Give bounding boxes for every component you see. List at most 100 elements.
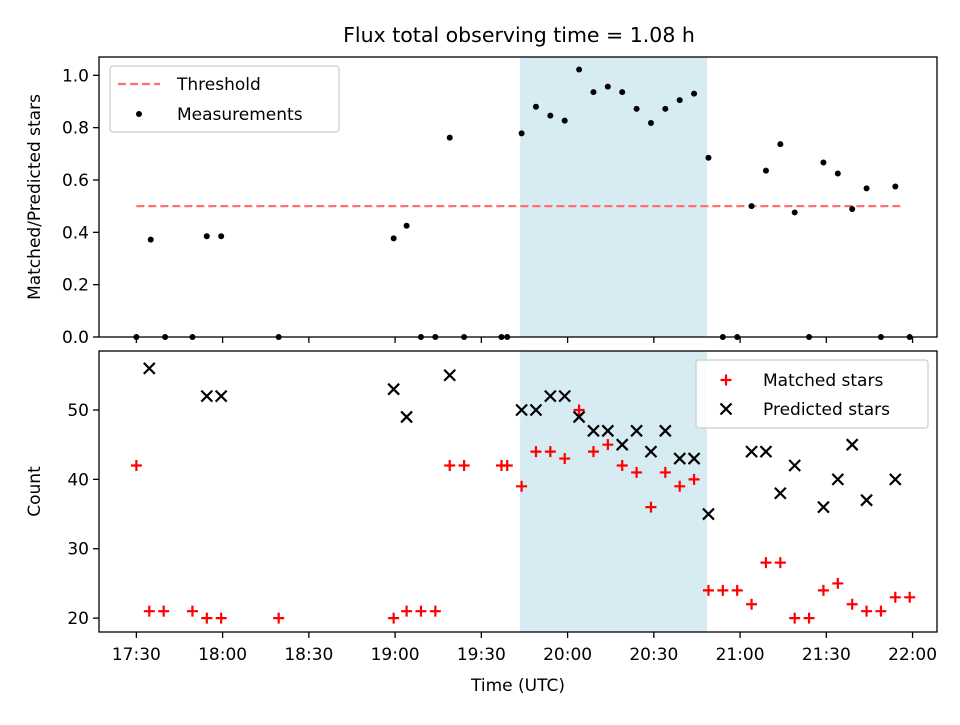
x-tick-label: 22:00	[888, 645, 937, 665]
legend-predicted-label: Predicted stars	[763, 400, 890, 420]
predicted-star-point	[443, 369, 457, 382]
matched-star-point	[889, 591, 901, 603]
matched-star-point	[789, 612, 801, 624]
measurement-point	[863, 185, 870, 192]
top-legend: Threshold Measurements	[109, 65, 340, 133]
predicted-star-point	[759, 445, 773, 458]
measurement-point	[762, 167, 769, 174]
matched-star-point	[774, 557, 786, 569]
measurement-point	[777, 141, 784, 148]
measurement-point	[647, 119, 654, 126]
measurement-point	[532, 103, 539, 110]
measurement-point	[820, 159, 827, 166]
predicted-star-point	[529, 403, 543, 417]
matched-star-point	[832, 577, 844, 589]
matched-star-point	[587, 446, 599, 458]
matched-star-point	[130, 459, 142, 471]
measurement-point	[676, 97, 683, 104]
matched-star-point	[746, 598, 758, 610]
legend-threshold-label: Threshold	[176, 75, 261, 95]
matched-star-point	[143, 605, 155, 617]
predicted-star-point	[687, 452, 701, 465]
matched-star-point	[516, 480, 528, 492]
matched-star-point	[215, 612, 227, 624]
predicted-star-point	[143, 362, 156, 375]
predicted-star-point	[702, 507, 715, 521]
x-tick-label: 19:00	[371, 645, 420, 665]
measurement-point	[691, 90, 698, 97]
top-y-tick-label: 1.0	[62, 66, 89, 86]
legend-measurements-swatch	[136, 111, 142, 117]
x-tick-label: 20:30	[629, 645, 678, 665]
measurement-point	[403, 222, 410, 229]
x-tick-label: 20:00	[543, 645, 592, 665]
bottom-y-tick-label: 40	[67, 470, 89, 490]
matched-star-point	[875, 605, 887, 617]
top-legend-box	[109, 65, 340, 133]
matched-star-point	[674, 480, 686, 492]
matched-star-point	[415, 605, 427, 617]
measurement-point	[446, 134, 453, 141]
measurement-point	[147, 236, 154, 243]
measurement-point	[834, 170, 841, 177]
matched-star-point	[803, 612, 815, 624]
predicted-star-point	[817, 500, 830, 514]
x-tick-label: 18:00	[198, 645, 247, 665]
matched-star-point	[573, 404, 585, 416]
top-axes-frame	[98, 56, 938, 338]
bottom-y-tick-label: 30	[67, 540, 89, 560]
matched-star-point	[158, 605, 170, 617]
predicted-star-point	[558, 389, 571, 403]
top-y-tick-label: 0.0	[62, 328, 89, 348]
measurement-point	[662, 105, 669, 112]
matched-star-point	[631, 466, 643, 478]
matched-star-point	[602, 439, 614, 451]
predicted-star-point	[673, 452, 686, 465]
bottom-legend-box	[695, 359, 929, 429]
predicted-star-point	[515, 403, 528, 417]
matched-star-point	[201, 612, 213, 624]
predicted-star-point	[659, 424, 672, 438]
predicted-star-point	[788, 459, 801, 472]
matched-star-point	[702, 584, 714, 596]
bottom-y-tick-label: 20	[67, 609, 89, 629]
top-y-tick-label: 0.4	[62, 223, 89, 243]
matched-star-point	[760, 557, 772, 569]
predicted-star-point	[400, 410, 413, 424]
measurement-point	[518, 130, 525, 137]
measurement-point	[791, 209, 798, 216]
bottom-axes-frame	[98, 350, 938, 633]
measurement-point	[576, 66, 583, 73]
predicted-star-point	[200, 389, 214, 403]
top-y-tick-label: 0.6	[62, 171, 89, 191]
matched-star-point	[904, 591, 916, 603]
matched-star-point	[388, 612, 400, 624]
matched-star-point	[817, 584, 829, 596]
matched-star-point	[717, 584, 729, 596]
measurement-point	[604, 83, 611, 90]
matched-star-point	[501, 459, 513, 471]
matched-star-point	[401, 605, 413, 617]
matched-star-point	[659, 466, 671, 478]
predicted-star-point	[572, 410, 586, 424]
matched-star-point	[273, 612, 285, 624]
predicted-star-point	[860, 493, 873, 507]
measurement-point	[705, 154, 712, 161]
x-axis-title: Time (UTC)	[470, 676, 565, 696]
predicted-star-point	[774, 486, 787, 500]
matched-star-point	[544, 446, 556, 458]
measurement-point	[748, 203, 755, 210]
measurement-point	[892, 183, 899, 190]
measurement-point	[561, 117, 568, 124]
top-y-tick-label: 0.2	[62, 276, 89, 296]
legend-matched-label: Matched stars	[763, 371, 883, 391]
measurement-point	[547, 112, 554, 119]
top-y-axis-title: Matched/Predicted stars	[25, 94, 45, 300]
matched-star-point	[731, 584, 743, 596]
predicted-star-point	[630, 424, 643, 438]
predicted-star-point	[587, 424, 600, 438]
measurement-point	[849, 206, 856, 213]
measurement-point	[633, 105, 640, 112]
matched-star-point	[444, 459, 456, 471]
